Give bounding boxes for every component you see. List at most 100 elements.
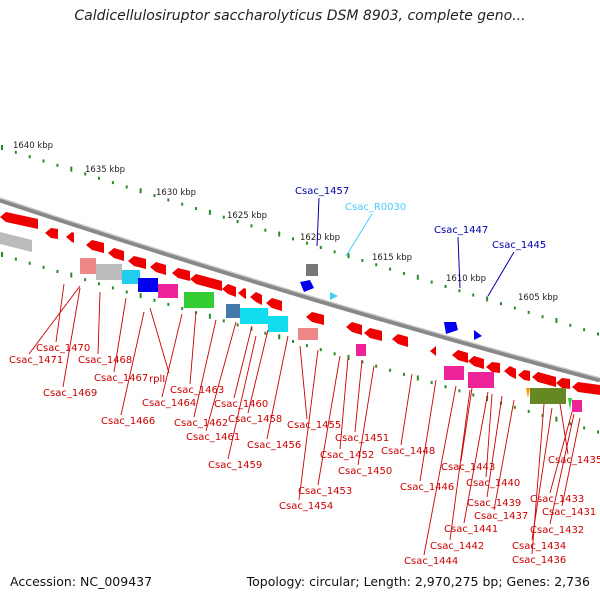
gene-label[interactable]: Csac_1440: [466, 478, 520, 489]
gene-label[interactable]: Csac_1442: [430, 541, 484, 552]
gene-arrow[interactable]: [238, 288, 246, 299]
gene-block[interactable]: [138, 278, 158, 292]
gene-label[interactable]: Csac_1455: [287, 420, 341, 431]
gene-arrow[interactable]: [108, 248, 124, 261]
gene-label[interactable]: Csac_1467: [94, 373, 148, 384]
gene-arrow[interactable]: [306, 312, 324, 325]
gene-label[interactable]: Csac_1468: [78, 355, 132, 366]
gene-arrow[interactable]: [128, 256, 146, 269]
gene-label[interactable]: Csac_1471: [9, 355, 63, 366]
gene-label[interactable]: Csac_1463: [170, 385, 224, 396]
gene-arrow[interactable]: [486, 362, 500, 373]
gene-label[interactable]: Csac_1456: [247, 440, 301, 451]
gene-arrow[interactable]: [364, 328, 382, 341]
gene-arrow[interactable]: [66, 232, 74, 243]
gene-block[interactable]: [96, 264, 122, 280]
gene-label[interactable]: Csac_1450: [338, 466, 392, 477]
gene-label[interactable]: Csac_1461: [186, 432, 240, 443]
gene-arrow[interactable]: [392, 334, 408, 347]
gene-marker[interactable]: [568, 398, 572, 410]
gene-label[interactable]: Csac_1464: [142, 398, 196, 409]
leader-line: [460, 387, 473, 462]
gene-label[interactable]: Csac_1431: [542, 507, 596, 518]
gene-arrow[interactable]: [150, 262, 166, 275]
gene-label[interactable]: Csac_1441: [444, 524, 498, 535]
gene-marker[interactable]: [526, 388, 530, 398]
gene-arrow[interactable]: [190, 274, 222, 291]
leader-line: [161, 313, 183, 398]
gene-block[interactable]: [158, 284, 178, 298]
scale-tick-outer: [305, 241, 308, 245]
gene-label[interactable]: Csac_1466: [101, 416, 155, 427]
gene-label[interactable]: Csac_1444: [404, 556, 458, 567]
gene-arrow[interactable]: [430, 346, 436, 357]
gene-block[interactable]: [268, 316, 288, 332]
leader-line: [193, 319, 217, 418]
gene-label[interactable]: Csac_1443: [441, 462, 495, 473]
gene-label[interactable]: Csac_1439: [467, 498, 521, 509]
gene-arrow[interactable]: [556, 378, 570, 389]
gene-block[interactable]: [444, 366, 464, 380]
gene-arrow[interactable]: [172, 268, 190, 281]
gene-label[interactable]: Csac_1462: [174, 418, 228, 429]
gene-arrow[interactable]: [468, 356, 484, 369]
gene-label[interactable]: Csac_1436: [512, 555, 566, 566]
gene-label[interactable]: rplI: [149, 374, 165, 385]
gene-arrow[interactable]: [518, 370, 530, 381]
gene-arrow[interactable]: [572, 382, 600, 395]
gene-label[interactable]: Csac_1457: [295, 186, 349, 197]
gene-label[interactable]: Csac_1437: [474, 511, 528, 522]
scale-tick-inner: [416, 375, 419, 381]
gene-block[interactable]: [226, 304, 240, 318]
gene-label[interactable]: Csac_1470: [36, 343, 90, 354]
gene-block[interactable]: [298, 328, 318, 340]
gene-block[interactable]: [468, 372, 494, 388]
scale-tick-inner: [14, 257, 17, 261]
gene-block[interactable]: [572, 400, 582, 412]
gene-label[interactable]: Csac_1452: [320, 450, 374, 461]
gene-label[interactable]: Csac_1469: [43, 388, 97, 399]
gene-label[interactable]: Csac_1432: [530, 525, 584, 536]
gene-label[interactable]: Csac_1445: [492, 240, 546, 251]
scale-tick-inner: [278, 334, 281, 340]
gene-block[interactable]: [184, 292, 214, 308]
gene-block[interactable]: [356, 344, 366, 356]
gene-label[interactable]: Csac_1454: [279, 501, 333, 512]
gene-label[interactable]: Csac_1446: [400, 482, 454, 493]
scale-tick-outer: [513, 306, 516, 310]
gene-label[interactable]: Csac_1447: [434, 225, 488, 236]
leader-line: [62, 287, 81, 388]
gene-arrow-blue[interactable]: [300, 280, 314, 292]
gene-label[interactable]: Csac_1435: [548, 455, 600, 466]
gene-label[interactable]: Csac_1453: [298, 486, 352, 497]
gene-arrow[interactable]: [452, 350, 468, 363]
gene-label[interactable]: Csac_1434: [512, 541, 566, 552]
gene-arrow[interactable]: [532, 372, 556, 387]
gene-arrow[interactable]: [45, 228, 58, 239]
gene-block[interactable]: [240, 308, 268, 324]
gene-label[interactable]: Csac_1448: [381, 446, 435, 457]
gene-block-grey[interactable]: [306, 264, 318, 276]
scale-tick-inner: [42, 265, 45, 269]
gene-arrow[interactable]: [0, 212, 38, 229]
gene-label[interactable]: Csac_1433: [530, 494, 584, 505]
gene-block[interactable]: [80, 258, 96, 274]
gene-arrow[interactable]: [266, 298, 282, 311]
gene-block[interactable]: [122, 270, 140, 284]
gene-block-grey[interactable]: [0, 232, 32, 252]
leader-line: [298, 349, 319, 501]
gene-label[interactable]: Csac_1458: [228, 414, 282, 425]
gene-arrow[interactable]: [346, 322, 362, 335]
gene-arrow-blue[interactable]: [474, 330, 482, 340]
gene-arrow[interactable]: [250, 292, 262, 305]
gene-label[interactable]: Csac_1460: [214, 399, 268, 410]
gene-arrow[interactable]: [86, 240, 104, 253]
gene-label[interactable]: Csac_1459: [208, 460, 262, 471]
gene-arrow[interactable]: [504, 366, 516, 379]
gene-arrow-blue[interactable]: [444, 322, 458, 334]
gene-block[interactable]: [530, 388, 566, 404]
gene-label[interactable]: Csac_R0030: [345, 202, 406, 213]
trna-marker[interactable]: [330, 292, 338, 300]
gene-arrow[interactable]: [222, 284, 236, 297]
